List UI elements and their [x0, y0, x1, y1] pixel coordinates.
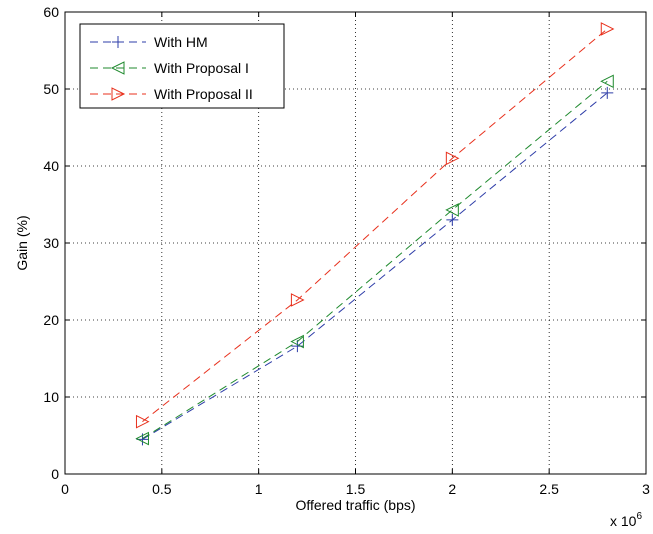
- series-1: [136, 86, 614, 446]
- triangle-right-marker: [445, 151, 460, 166]
- y-tick-label: 40: [43, 158, 59, 174]
- series-line: [142, 92, 608, 440]
- series-layer: [135, 22, 615, 446]
- x-axis-multiplier-exponent: 6: [636, 511, 642, 522]
- x-tick-label: 1: [255, 481, 263, 497]
- x-axis-multiplier-base: x 10: [610, 513, 637, 529]
- plus-marker: [601, 86, 614, 99]
- legend-label: With Proposal I: [154, 60, 249, 76]
- legend-label: With Proposal II: [154, 86, 253, 102]
- y-tick-label: 0: [51, 466, 59, 482]
- triangle-left-marker: [445, 203, 459, 217]
- x-tick-label: 2.5: [539, 481, 559, 497]
- y-axis-label: Gain (%): [14, 215, 30, 270]
- triangle-right-marker: [600, 22, 615, 36]
- x-tick-label: 3: [642, 481, 650, 497]
- legend-label: With HM: [154, 34, 208, 50]
- x-axis-label: Offered traffic (bps): [295, 497, 415, 513]
- series-line: [142, 28, 608, 423]
- legend-entry-3: With Proposal II: [90, 86, 253, 102]
- legend-box: [79, 23, 285, 109]
- triangle-left-marker: [290, 334, 304, 349]
- series-line: [142, 80, 608, 440]
- triangle-right-marker: [135, 414, 150, 429]
- legend: With HM With Proposal I With Proposal II: [79, 23, 285, 109]
- y-tick-label: 60: [43, 4, 59, 20]
- triangle-left-marker: [110, 61, 125, 75]
- x-axis-multiplier: x 106: [610, 511, 642, 529]
- triangle-left-marker: [600, 74, 614, 89]
- y-tick-label: 20: [43, 312, 59, 328]
- legend-entry-1: With HM: [90, 34, 208, 50]
- x-tick-label: 2: [448, 481, 456, 497]
- y-tick-label: 30: [43, 235, 59, 251]
- series-3: [135, 22, 615, 429]
- plus-marker: [112, 36, 124, 48]
- x-tick-label: 1.5: [346, 481, 366, 497]
- triangle-left-marker: [135, 431, 149, 446]
- triangle-right-marker: [290, 293, 305, 307]
- series-2: [135, 74, 614, 446]
- tick-marks: [64, 11, 647, 475]
- triangle-right-marker: [111, 87, 126, 101]
- x-tick-label: 0: [61, 481, 69, 497]
- plus-marker: [446, 213, 459, 226]
- y-tick-label: 10: [43, 389, 59, 405]
- y-tick-label: 50: [43, 81, 59, 97]
- legend-entry-2: With Proposal I: [90, 60, 249, 76]
- x-tick-label: 0.5: [152, 481, 172, 497]
